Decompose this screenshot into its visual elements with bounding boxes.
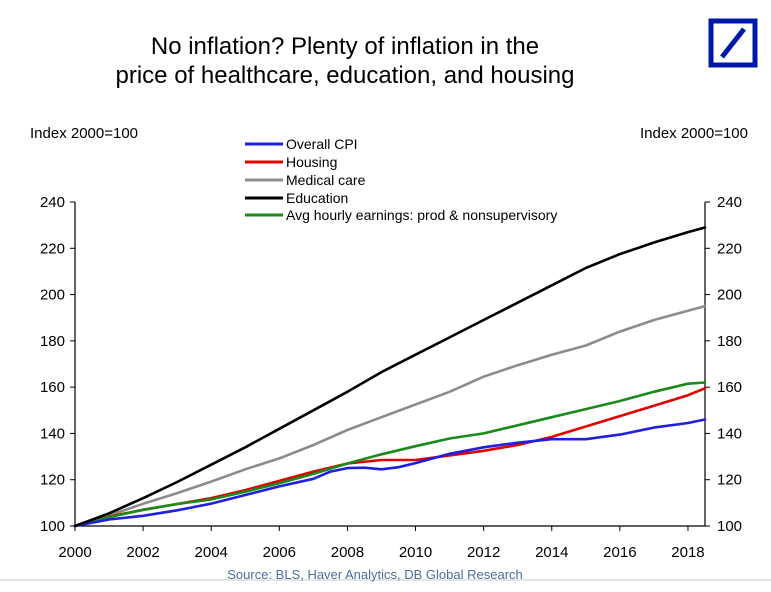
y-tick-label-right: 140 xyxy=(717,425,742,442)
y-tick-label-right: 160 xyxy=(717,379,742,396)
y-tick-label-left: 100 xyxy=(40,518,65,535)
x-tick-label: 2012 xyxy=(467,544,500,561)
x-tick-label: 2006 xyxy=(263,544,296,561)
y-tick-label-right: 100 xyxy=(717,518,742,535)
x-tick-label: 2002 xyxy=(126,544,159,561)
legend-label-education: Education xyxy=(286,190,348,206)
x-tick-label: 2018 xyxy=(671,544,704,561)
x-tick-label: 2014 xyxy=(535,544,568,561)
y-tick-label-right: 120 xyxy=(717,472,742,489)
y-tick-label-left: 200 xyxy=(40,287,65,304)
series-line-avg-hourly-earnings xyxy=(73,381,707,528)
deutsche-bank-logo xyxy=(708,18,758,68)
y-tick-label-right: 180 xyxy=(717,333,742,350)
x-ticks: 2000 2002 2004 2006 2008 2010 2012 2014 2016 2018 xyxy=(58,526,705,561)
x-tick-label: 2000 xyxy=(58,544,91,561)
legend-label-overall-cpi: Overall CPI xyxy=(286,136,358,152)
chart-title-line-2: price of healthcare, education, and hous… xyxy=(116,62,575,89)
legend-label-avg-hourly-earnings: Avg hourly earnings: prod & nonsuperviso… xyxy=(286,207,557,223)
y-axis-label-right: Index 2000=100 xyxy=(640,125,748,142)
series-line-overall-cpi xyxy=(73,418,707,528)
y-tick-label-left: 140 xyxy=(40,425,65,442)
legend-label-medical-care: Medical care xyxy=(286,172,366,188)
y-tick-label-right: 220 xyxy=(717,240,742,257)
y-tick-label-left: 240 xyxy=(40,194,65,211)
x-tick-label: 2016 xyxy=(603,544,636,561)
legend: Overall CPI Housing Medical care Educati… xyxy=(245,136,557,223)
series-lines xyxy=(73,226,707,528)
x-tick-label: 2004 xyxy=(195,544,228,561)
y-axis-label-left: Index 2000=100 xyxy=(30,125,138,142)
y-tick-label-left: 160 xyxy=(40,379,65,396)
y-tick-label-left: 180 xyxy=(40,333,65,350)
source-note: Source: BLS, Haver Analytics, DB Global … xyxy=(227,567,523,582)
series-line-medical-care xyxy=(73,304,707,528)
y-tick-label-left: 120 xyxy=(40,472,65,489)
x-tick-label: 2010 xyxy=(399,544,432,561)
y-tick-label-right: 200 xyxy=(717,287,742,304)
y-ticks: 100 100 120 120 140 140 160 160 180 180 200 200 220 2… xyxy=(40,194,742,535)
y-tick-label-left: 220 xyxy=(40,240,65,257)
x-tick-label: 2008 xyxy=(331,544,364,561)
chart-title-line-1: No inflation? Plenty of inflation in the xyxy=(151,33,539,60)
legend-label-housing: Housing xyxy=(286,154,337,170)
series-line-education xyxy=(73,226,707,528)
y-tick-label-right: 240 xyxy=(717,194,742,211)
